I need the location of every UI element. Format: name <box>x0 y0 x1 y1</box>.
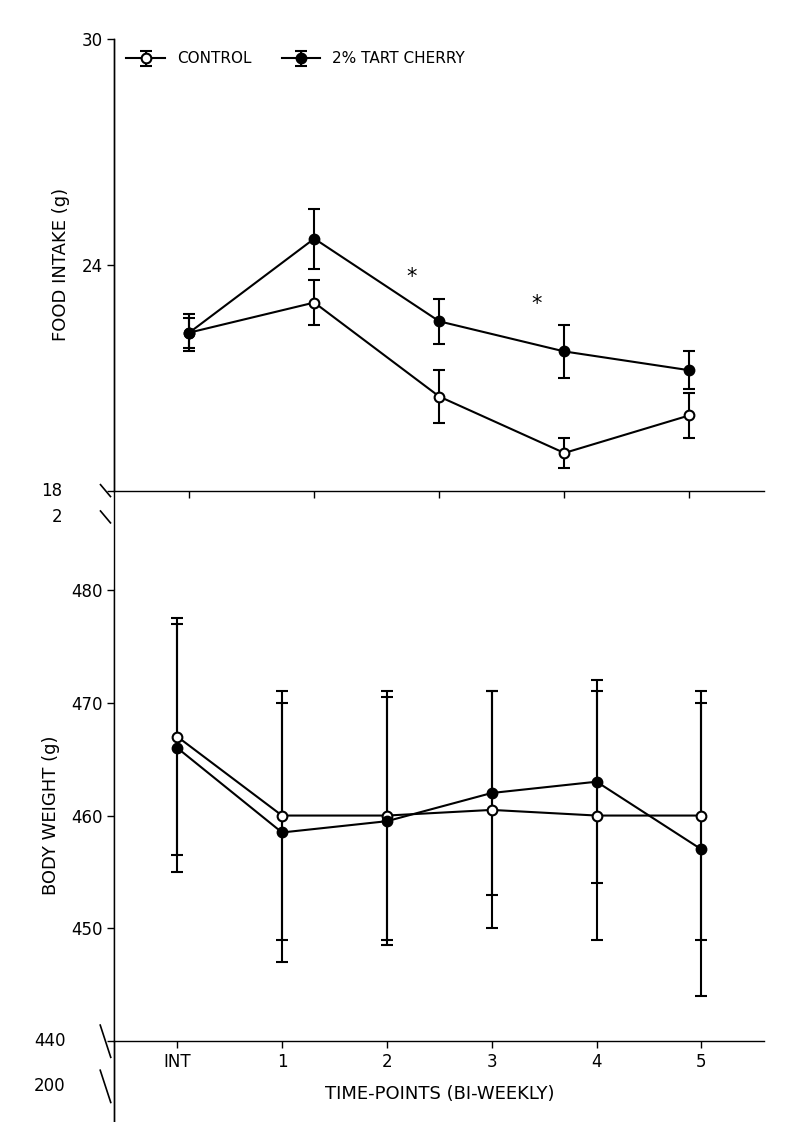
Text: 18: 18 <box>41 481 62 499</box>
Y-axis label: BODY WEIGHT (g): BODY WEIGHT (g) <box>42 736 60 895</box>
Legend: CONTROL, 2% TART CHERRY: CONTROL, 2% TART CHERRY <box>122 47 470 71</box>
Y-axis label: FOOD INTAKE (g): FOOD INTAKE (g) <box>52 188 70 341</box>
Text: *: * <box>532 294 542 314</box>
Text: 200: 200 <box>34 1077 65 1095</box>
Text: *: * <box>407 267 417 287</box>
Text: 2: 2 <box>52 508 62 526</box>
X-axis label: TIME-POINTS (BI-WEEKLY): TIME-POINTS (BI-WEEKLY) <box>325 1085 554 1103</box>
Text: 440: 440 <box>34 1032 65 1050</box>
